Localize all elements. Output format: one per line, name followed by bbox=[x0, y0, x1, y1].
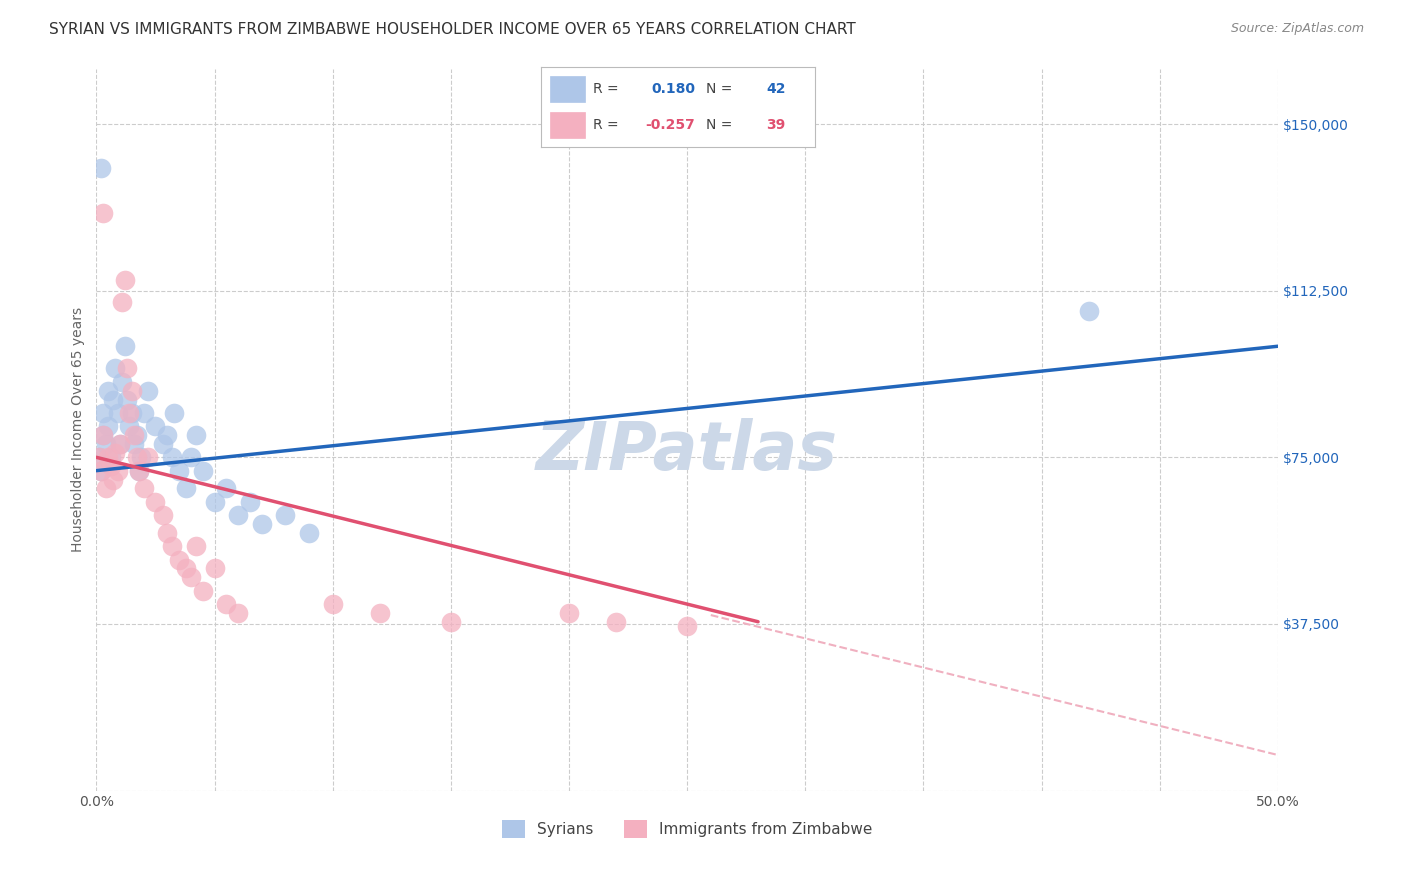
Point bbox=[87, 450, 110, 465]
Point bbox=[114, 339, 136, 353]
Point bbox=[174, 561, 197, 575]
Point bbox=[115, 361, 138, 376]
Point bbox=[114, 272, 136, 286]
Point bbox=[152, 437, 174, 451]
Text: N =: N = bbox=[706, 118, 737, 132]
Point bbox=[94, 482, 117, 496]
Point bbox=[145, 495, 167, 509]
Point bbox=[128, 464, 150, 478]
Point bbox=[90, 464, 112, 478]
Point bbox=[180, 570, 202, 584]
Text: 42: 42 bbox=[766, 82, 786, 96]
Point bbox=[605, 615, 627, 629]
Point bbox=[87, 450, 110, 465]
Text: N =: N = bbox=[706, 82, 737, 96]
Point bbox=[128, 464, 150, 478]
Point bbox=[122, 428, 145, 442]
Point bbox=[97, 419, 120, 434]
Point bbox=[298, 525, 321, 540]
Point bbox=[215, 597, 238, 611]
Point bbox=[107, 464, 129, 478]
Point bbox=[101, 473, 124, 487]
Point bbox=[118, 406, 141, 420]
Point bbox=[125, 428, 148, 442]
Point bbox=[107, 406, 129, 420]
Point bbox=[115, 392, 138, 407]
Point bbox=[111, 375, 134, 389]
Point bbox=[121, 384, 143, 398]
Y-axis label: Householder Income Over 65 years: Householder Income Over 65 years bbox=[72, 307, 86, 552]
Point bbox=[125, 450, 148, 465]
Point bbox=[145, 419, 167, 434]
Text: 0.180: 0.180 bbox=[651, 82, 695, 96]
Point bbox=[184, 539, 207, 553]
Point bbox=[163, 406, 186, 420]
Point bbox=[204, 495, 226, 509]
Point bbox=[132, 406, 155, 420]
Text: Source: ZipAtlas.com: Source: ZipAtlas.com bbox=[1230, 22, 1364, 36]
Point bbox=[118, 419, 141, 434]
Text: R =: R = bbox=[593, 118, 623, 132]
Point bbox=[122, 437, 145, 451]
Point bbox=[322, 597, 344, 611]
Point bbox=[108, 437, 131, 451]
Point bbox=[93, 428, 115, 442]
Point bbox=[108, 437, 131, 451]
Point bbox=[129, 450, 152, 465]
Point bbox=[160, 450, 183, 465]
Point bbox=[184, 428, 207, 442]
Point bbox=[104, 446, 127, 460]
Text: ZIPatlas: ZIPatlas bbox=[536, 418, 838, 484]
Point bbox=[90, 161, 112, 176]
Point bbox=[226, 606, 249, 620]
Text: -0.257: -0.257 bbox=[645, 118, 695, 132]
Point bbox=[93, 428, 115, 442]
Point bbox=[250, 516, 273, 531]
Point bbox=[121, 406, 143, 420]
Point bbox=[97, 384, 120, 398]
Point bbox=[167, 552, 190, 566]
Text: SYRIAN VS IMMIGRANTS FROM ZIMBABWE HOUSEHOLDER INCOME OVER 65 YEARS CORRELATION : SYRIAN VS IMMIGRANTS FROM ZIMBABWE HOUSE… bbox=[49, 22, 856, 37]
Point bbox=[191, 583, 214, 598]
Point bbox=[1077, 303, 1099, 318]
Bar bbox=[550, 76, 585, 103]
Bar bbox=[550, 112, 585, 138]
Point bbox=[97, 450, 120, 465]
Point bbox=[104, 361, 127, 376]
Point bbox=[440, 615, 463, 629]
Point bbox=[191, 464, 214, 478]
Point bbox=[558, 606, 581, 620]
Point bbox=[93, 206, 115, 220]
Point bbox=[274, 508, 297, 522]
Point bbox=[676, 619, 699, 633]
Point bbox=[226, 508, 249, 522]
Point bbox=[138, 384, 160, 398]
Text: R =: R = bbox=[593, 82, 623, 96]
Point bbox=[94, 437, 117, 451]
Point bbox=[100, 459, 122, 474]
Point bbox=[152, 508, 174, 522]
Legend: Syrians, Immigrants from Zimbabwe: Syrians, Immigrants from Zimbabwe bbox=[496, 814, 879, 845]
Point bbox=[180, 450, 202, 465]
Text: 39: 39 bbox=[766, 118, 786, 132]
Point bbox=[156, 525, 179, 540]
Point bbox=[156, 428, 179, 442]
Point bbox=[160, 539, 183, 553]
Point bbox=[138, 450, 160, 465]
Point bbox=[368, 606, 391, 620]
Point bbox=[111, 294, 134, 309]
Point bbox=[204, 561, 226, 575]
Point bbox=[174, 482, 197, 496]
Point bbox=[167, 464, 190, 478]
Point bbox=[101, 392, 124, 407]
Point bbox=[239, 495, 262, 509]
Point bbox=[100, 450, 122, 465]
Point bbox=[132, 482, 155, 496]
Point bbox=[215, 482, 238, 496]
Point bbox=[93, 406, 115, 420]
Point bbox=[90, 464, 112, 478]
